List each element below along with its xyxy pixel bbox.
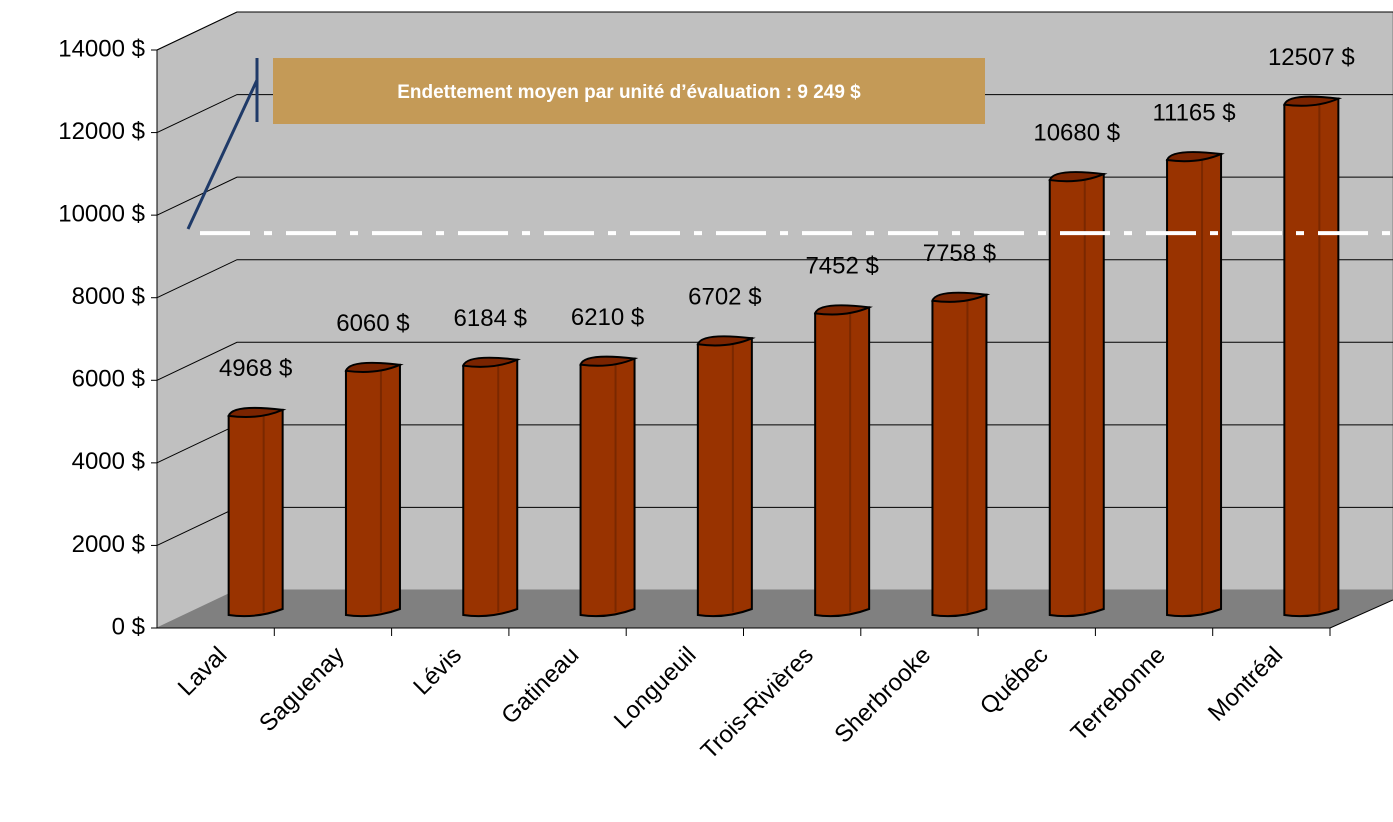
bar-body — [579, 357, 636, 618]
grid-line — [156, 341, 1393, 381]
x-tick-label: Saguenay — [254, 642, 350, 738]
y-tick-label: 12000 $ — [58, 118, 145, 145]
bar-top — [1165, 151, 1225, 163]
value-label: 6060 $ — [336, 310, 409, 337]
y-tick-label: 6000 $ — [72, 366, 145, 393]
bar-top — [696, 335, 756, 347]
bar-top — [1048, 171, 1108, 183]
bar-body — [931, 293, 988, 618]
y-tick-label: 0 $ — [112, 613, 145, 640]
bar-top — [813, 304, 873, 316]
bar — [1283, 95, 1343, 618]
x-tick-label: Terrebonne — [1066, 642, 1171, 747]
x-axis-depth — [1329, 599, 1393, 629]
bar — [931, 291, 991, 618]
bar — [461, 356, 522, 618]
bars — [227, 95, 1343, 618]
bar-body — [344, 363, 401, 618]
bar-top — [579, 355, 639, 367]
value-label: 7758 $ — [923, 240, 996, 267]
grid-line — [156, 176, 1393, 216]
y-tick-label: 2000 $ — [72, 531, 145, 558]
bar-top — [344, 361, 404, 373]
bar-body — [1166, 152, 1223, 618]
bar — [1048, 171, 1108, 618]
value-label: 7452 $ — [805, 253, 878, 280]
bar-body — [1048, 172, 1105, 618]
x-tick-label: Longueuil — [609, 642, 702, 735]
value-label: 6184 $ — [454, 305, 527, 332]
bar-body — [1283, 97, 1340, 618]
bar — [344, 361, 404, 618]
grid-line — [156, 94, 1393, 134]
bar-body — [696, 337, 753, 618]
value-label: 12507 $ — [1268, 44, 1355, 71]
bar-body — [227, 408, 284, 618]
value-label: 10680 $ — [1033, 119, 1120, 146]
annotation: Endettement moyen par unité d’évaluation… — [397, 82, 861, 103]
grid-line — [156, 11, 1393, 51]
x-tick-label: Gatineau — [496, 642, 584, 730]
y-tick-label: 8000 $ — [72, 283, 145, 310]
value-label: 6210 $ — [571, 304, 644, 331]
bar — [1165, 151, 1225, 618]
bar-top — [461, 356, 522, 368]
annotation-box — [273, 58, 985, 124]
x-tick-label: Lévis — [408, 642, 467, 701]
bar — [227, 406, 287, 618]
x-tick-label: Montréal — [1203, 642, 1288, 727]
value-label: 11165 $ — [1152, 99, 1235, 126]
y-tick-label: 4000 $ — [72, 448, 145, 475]
grid-line — [156, 259, 1393, 299]
y-tick-label: 10000 $ — [58, 200, 145, 227]
value-label: 4968 $ — [219, 355, 292, 382]
x-tick-label: Sherbrooke — [829, 642, 936, 749]
value-label: 6702 $ — [688, 284, 761, 311]
bar-top — [1283, 95, 1343, 107]
bar-top — [931, 291, 991, 303]
bar — [696, 335, 756, 618]
x-tick-label: Trois-Rivières — [696, 642, 819, 765]
bar-body — [462, 358, 519, 618]
bar — [579, 355, 639, 618]
bar-body — [814, 306, 871, 618]
x-tick-label: Québec — [975, 642, 1054, 721]
annotation-pointer — [186, 79, 259, 230]
x-tick-label: Laval — [173, 642, 233, 702]
y-tick-label: 14000 $ — [58, 35, 145, 62]
bar — [813, 304, 873, 618]
bar-top — [227, 406, 287, 419]
